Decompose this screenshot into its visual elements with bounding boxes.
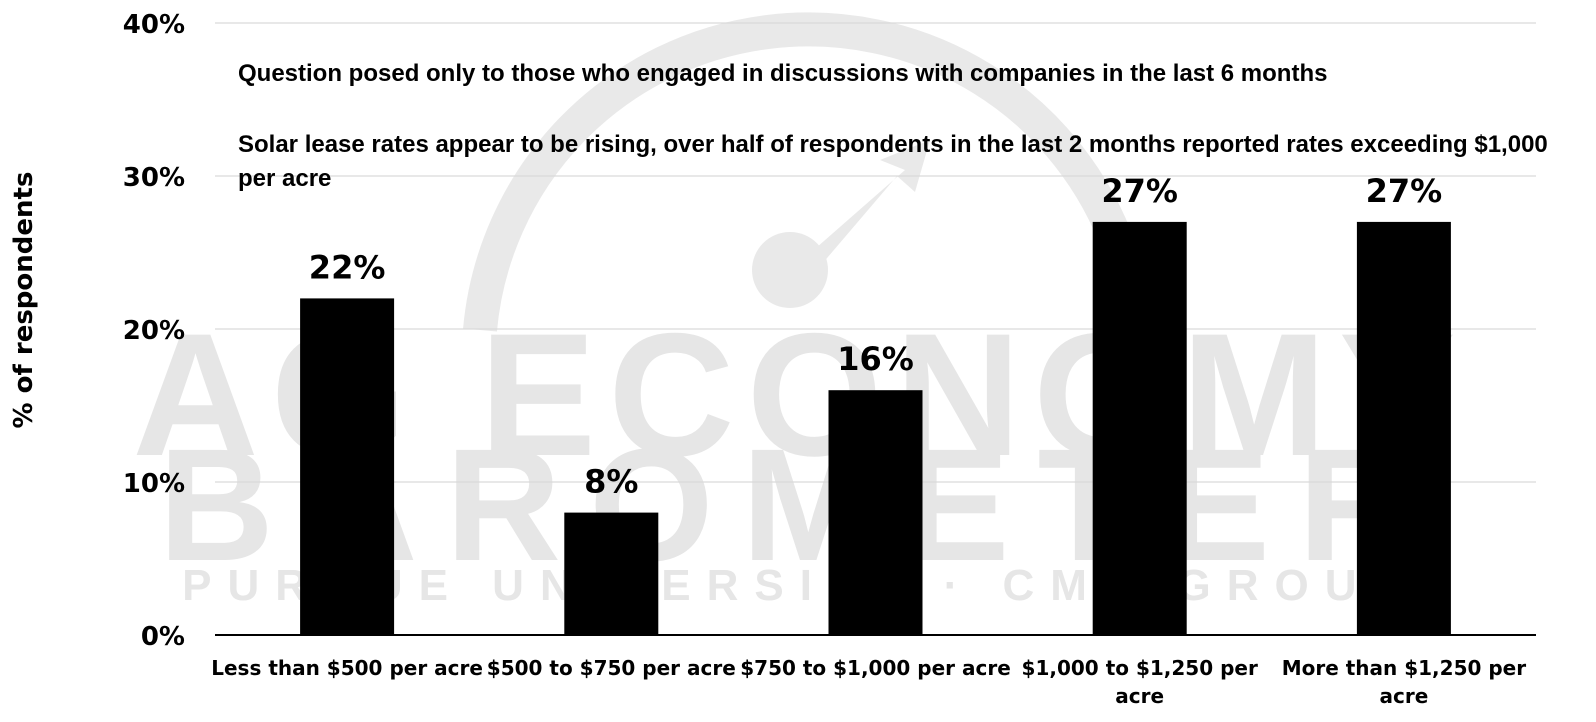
data-label: 16% (837, 340, 914, 378)
bars (300, 221, 1451, 635)
x-tick-label: $750 to $1,000 per acre (740, 656, 1011, 680)
data-label: 27% (1366, 172, 1443, 210)
bar (1356, 221, 1451, 635)
y-tick-label: 30% (123, 163, 185, 193)
y-tick-label: 0% (141, 622, 185, 652)
y-tick-labels: 0% 10% 20% 30% 40% (123, 10, 185, 652)
bar (1092, 221, 1187, 635)
data-label: 22% (309, 248, 386, 286)
y-tick-label: 40% (123, 10, 185, 40)
y-tick-label: 10% (123, 469, 185, 499)
bar (300, 298, 395, 635)
bar (564, 512, 659, 635)
data-label: 27% (1101, 172, 1178, 210)
x-tick-label: $1,000 to $1,250 per acre (1022, 656, 1258, 708)
x-tick-label: More than $1,250 per acre (1282, 656, 1527, 708)
x-tick-label: $500 to $750 per acre (487, 656, 736, 680)
data-labels: 22% 8% 16% 27% 27% (309, 172, 1442, 501)
annotation-trend-note: Solar lease rates appear to be rising, o… (238, 131, 1548, 192)
y-axis-label: % of respondents (9, 171, 39, 429)
data-label: 8% (584, 463, 638, 501)
x-tick-labels: Less than $500 per acre $500 to $750 per … (211, 656, 1526, 708)
bar (828, 390, 923, 635)
annotation-question-note: Question posed only to those who engaged… (238, 60, 1328, 87)
x-tick-label: Less than $500 per acre (211, 656, 483, 680)
y-tick-label: 20% (123, 316, 185, 346)
